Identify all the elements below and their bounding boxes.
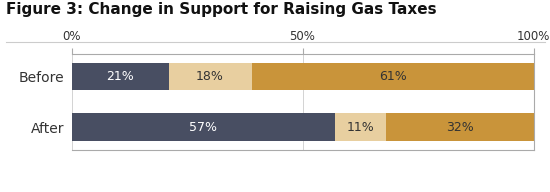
Text: 57%: 57% — [189, 121, 217, 133]
Bar — [72, 63, 168, 90]
Text: 61%: 61% — [379, 70, 406, 83]
Bar — [386, 113, 534, 141]
Text: Figure 3: Change in Support for Raising Gas Taxes: Figure 3: Change in Support for Raising … — [6, 2, 436, 17]
Bar — [335, 113, 386, 141]
Bar — [252, 63, 534, 90]
Bar — [168, 63, 252, 90]
Text: 11%: 11% — [346, 121, 374, 133]
Text: 21%: 21% — [106, 70, 134, 83]
Text: 18%: 18% — [196, 70, 224, 83]
Bar — [72, 113, 335, 141]
Text: 32%: 32% — [446, 121, 474, 133]
